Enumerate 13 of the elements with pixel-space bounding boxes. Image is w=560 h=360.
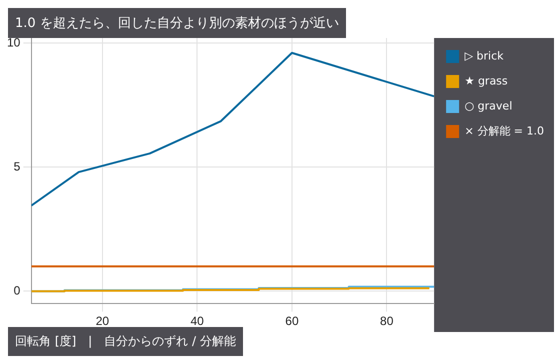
chart-title: 1.0 を超えたら、回した自分より別の素材のほうが近い bbox=[15, 16, 339, 31]
x-tick-label: 40 bbox=[190, 314, 204, 328]
y-tick-label: 5 bbox=[14, 159, 21, 174]
legend-label: × 分解能 = 1.0 bbox=[464, 124, 544, 138]
legend-label: ★ grass bbox=[464, 74, 508, 88]
y-tick-label: 0 bbox=[14, 284, 21, 298]
legend-label: ○ gravel bbox=[464, 99, 512, 112]
x-tick-label: 20 bbox=[96, 314, 110, 328]
x-axis-title: 回転角 [度] | 自分からのずれ / 分解能 bbox=[8, 327, 243, 356]
x-tick-label: 80 bbox=[380, 314, 394, 328]
y-tick-label: 10 bbox=[6, 35, 21, 50]
legend-label: ▷ brick bbox=[464, 49, 504, 62]
x-tick-label: 60 bbox=[285, 314, 299, 328]
